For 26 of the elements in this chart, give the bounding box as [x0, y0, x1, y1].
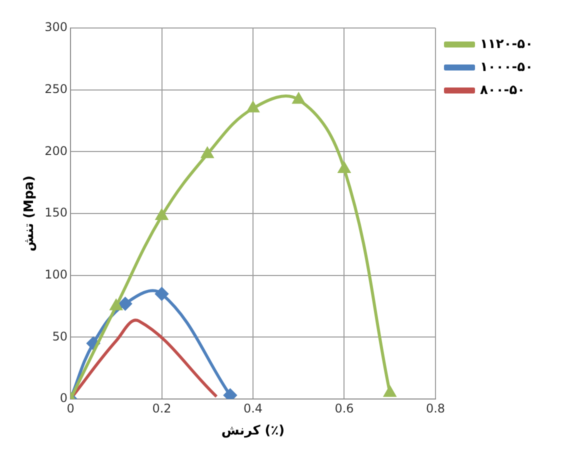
y-tick-label: 200	[44, 144, 68, 158]
y-tick-label: 150	[44, 206, 68, 220]
x-tick-label: 0.8	[426, 401, 446, 416]
point	[202, 148, 214, 158]
y-tick-label: 100	[44, 267, 68, 282]
x-axis-title: کرنش (٪)	[221, 424, 285, 439]
y-tick-label: 300	[44, 20, 68, 34]
legend-label: ۱۱۲۰-۵۰	[480, 36, 534, 52]
y-tick-label: 50	[52, 329, 68, 344]
legend-label: ۸۰۰-۵۰	[480, 82, 526, 98]
y-tick-label: 250	[44, 82, 68, 96]
point	[384, 386, 396, 397]
y-tick-label: 0	[60, 391, 68, 406]
point	[156, 209, 168, 220]
x-tick-label: 0.4	[243, 401, 263, 416]
point	[247, 102, 259, 112]
x-tick-label: 0.6	[334, 401, 354, 416]
point	[155, 287, 168, 300]
legend-label: ۱۰۰۰-۵۰	[480, 60, 534, 75]
point	[292, 93, 304, 104]
x-tick-label: 0.2	[152, 401, 172, 416]
y-axis-title: تنش (Mpa)	[22, 175, 38, 252]
point	[224, 388, 237, 399]
point	[118, 297, 132, 310]
point	[110, 300, 122, 310]
point	[338, 162, 350, 173]
